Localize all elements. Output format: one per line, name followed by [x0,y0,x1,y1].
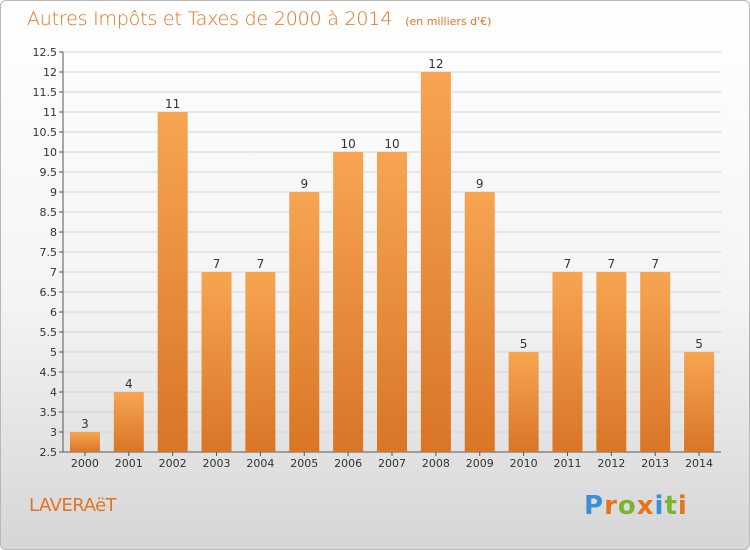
bar-value-label: 5 [520,337,528,351]
bar-value-label: 11 [165,97,180,111]
y-tick-label: 11.5 [33,86,58,99]
y-tick-label: 12.5 [33,46,58,59]
y-tick-label: 2.5 [40,446,58,459]
x-tick-label: 2012 [597,457,625,470]
y-tick-label: 7 [50,266,57,279]
bar-value-label: 9 [300,177,308,191]
y-tick-label: 8.5 [40,206,58,219]
y-tick-label: 7.5 [40,246,58,259]
data-labels: 3 4 11 7 7 9 10 10 12 9 5 7 7 7 5 [81,57,703,431]
y-tick-label: 9 [50,186,57,199]
bar-value-label: 3 [81,417,89,431]
x-tick-label: 2007 [378,457,406,470]
y-tick-label: 6.5 [40,286,58,299]
logo-letter: i [654,491,665,521]
y-tick-label: 9.5 [40,166,58,179]
x-tick-label: 2011 [553,457,581,470]
bar-value-label: 7 [651,257,659,271]
logo-letter: t [664,491,678,521]
bar-2013 [640,272,671,452]
y-tick-label: 3 [50,426,57,439]
bar-value-label: 4 [125,377,133,391]
bars [69,72,715,452]
bar-2012 [596,272,627,452]
x-tick-label: 2013 [641,457,669,470]
bar-value-label: 10 [384,137,399,151]
bar-value-label: 5 [695,337,703,351]
y-tick-label: 5.5 [40,326,58,339]
bar-value-label: 7 [257,257,265,271]
x-tick-label: 2000 [71,457,99,470]
x-tick-label: 2005 [290,457,318,470]
bar-value-label: 9 [476,177,484,191]
bar-2009 [464,192,495,452]
bar-2000 [69,432,100,452]
y-tick-label: 11 [43,106,57,119]
bar-2011 [552,272,583,452]
bar-value-label: 10 [340,137,355,151]
bar-2003 [201,272,232,452]
bar-2007 [377,152,407,452]
y-tick-label: 10.5 [33,126,58,139]
chart-title-unit: (en milliers d'€) [405,15,492,28]
x-tick-label: 2003 [203,457,231,470]
bar-2004 [245,272,276,452]
y-tick-label: 6 [50,306,57,319]
bar-value-label: 12 [428,57,443,71]
bar-2006 [333,152,364,452]
bar-value-label: 7 [213,257,221,271]
chart-title: Autres Impôts et Taxes de 2000 à 2014 (e… [27,8,491,30]
x-tick-label: 2010 [510,457,538,470]
x-tick-label: 2001 [115,457,143,470]
logo-letter: x [636,491,655,521]
x-tick-label: 2006 [334,457,362,470]
y-tick-label: 4 [50,386,57,399]
logo-letter: P [584,491,605,521]
logo-letter: o [617,491,637,521]
bar-value-label: 7 [608,257,616,271]
bar-2001 [113,392,144,452]
bar-2008 [420,72,451,452]
y-tick-label: 10 [43,146,57,159]
y-tick-label: 8 [50,226,57,239]
x-tick-label: 2014 [685,457,713,470]
y-tick-label: 12 [43,66,57,79]
x-tick-label: 2004 [246,457,274,470]
x-tick-label: 2002 [159,457,187,470]
logo-letter: i [677,491,688,521]
bar-2002 [157,112,188,452]
bar-value-label: 7 [564,257,572,271]
proxiti-logo[interactable]: Proxiti [584,491,688,521]
x-tick-label: 2009 [466,457,494,470]
x-tick-label: 2008 [422,457,450,470]
bar-2014 [684,352,715,452]
y-tick-label: 5 [50,346,57,359]
y-tick-label: 3.5 [40,406,58,419]
chart-title-main: Autres Impôts et Taxes de 2000 à 2014 [27,8,393,30]
commune-name: LAVERAëT [29,495,117,516]
y-tick-label: 4.5 [40,366,58,379]
bar-2005 [289,192,320,452]
bar-2010 [508,352,539,452]
logo-letter: r [604,491,618,521]
